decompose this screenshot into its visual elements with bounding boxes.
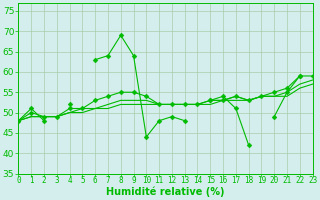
X-axis label: Humidité relative (%): Humidité relative (%) bbox=[106, 187, 225, 197]
